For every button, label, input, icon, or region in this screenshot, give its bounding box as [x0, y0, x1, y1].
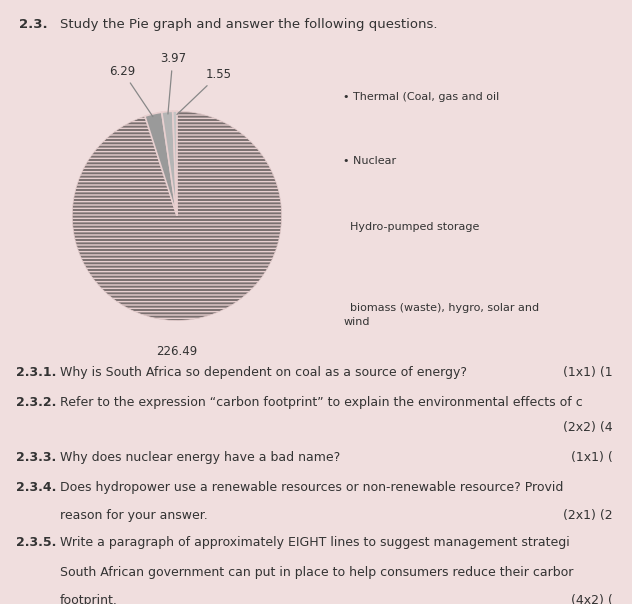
Text: 1.55: 1.55 [177, 68, 232, 115]
Text: biomass (waste), hygro, solar and
wind: biomass (waste), hygro, solar and wind [344, 303, 540, 327]
Text: 6.29: 6.29 [109, 65, 153, 117]
Text: (4x2) (: (4x2) ( [571, 594, 613, 604]
Text: 2.3.4.: 2.3.4. [16, 481, 56, 494]
Text: Why is South Africa so dependent on coal as a source of energy?: Why is South Africa so dependent on coal… [60, 366, 467, 379]
Text: Does hydropower use a renewable resources or non-renewable resource? Provid: Does hydropower use a renewable resource… [60, 481, 563, 494]
Text: reason for your answer.: reason for your answer. [60, 509, 208, 522]
Text: (1x1) (1: (1x1) (1 [563, 366, 613, 379]
Text: (2x2) (4: (2x2) (4 [563, 421, 613, 434]
Text: 3.97: 3.97 [160, 53, 186, 114]
Text: South African government can put in place to help consumers reduce their carbor: South African government can put in plac… [60, 567, 573, 579]
Text: • Nuclear: • Nuclear [344, 156, 397, 165]
Text: Write a paragraph of approximately EIGHT lines to suggest management strategi: Write a paragraph of approximately EIGHT… [60, 536, 570, 549]
Wedge shape [173, 111, 177, 216]
Text: Refer to the expression “carbon footprint” to explain the environmental effects : Refer to the expression “carbon footprin… [60, 396, 583, 409]
Text: 2.3.1.: 2.3.1. [16, 366, 56, 379]
Text: Why does nuclear energy have a bad name?: Why does nuclear energy have a bad name? [60, 451, 340, 464]
Text: 226.49: 226.49 [156, 345, 198, 358]
Wedge shape [72, 111, 282, 321]
Wedge shape [145, 112, 177, 216]
Text: Hydro-pumped storage: Hydro-pumped storage [344, 222, 480, 233]
Text: (2x1) (2: (2x1) (2 [563, 509, 613, 522]
Text: Study the Pie graph and answer the following questions.: Study the Pie graph and answer the follo… [60, 18, 437, 31]
Wedge shape [162, 111, 177, 216]
Text: 2.3.3.: 2.3.3. [16, 451, 56, 464]
Text: • Thermal (Coal, gas and oil: • Thermal (Coal, gas and oil [344, 92, 500, 102]
Text: 2.3.: 2.3. [19, 18, 47, 31]
Text: (1x1) (: (1x1) ( [571, 451, 613, 464]
Text: 2.3.5.: 2.3.5. [16, 536, 56, 549]
Text: footprint.: footprint. [60, 594, 118, 604]
Text: 2.3.2.: 2.3.2. [16, 396, 56, 409]
